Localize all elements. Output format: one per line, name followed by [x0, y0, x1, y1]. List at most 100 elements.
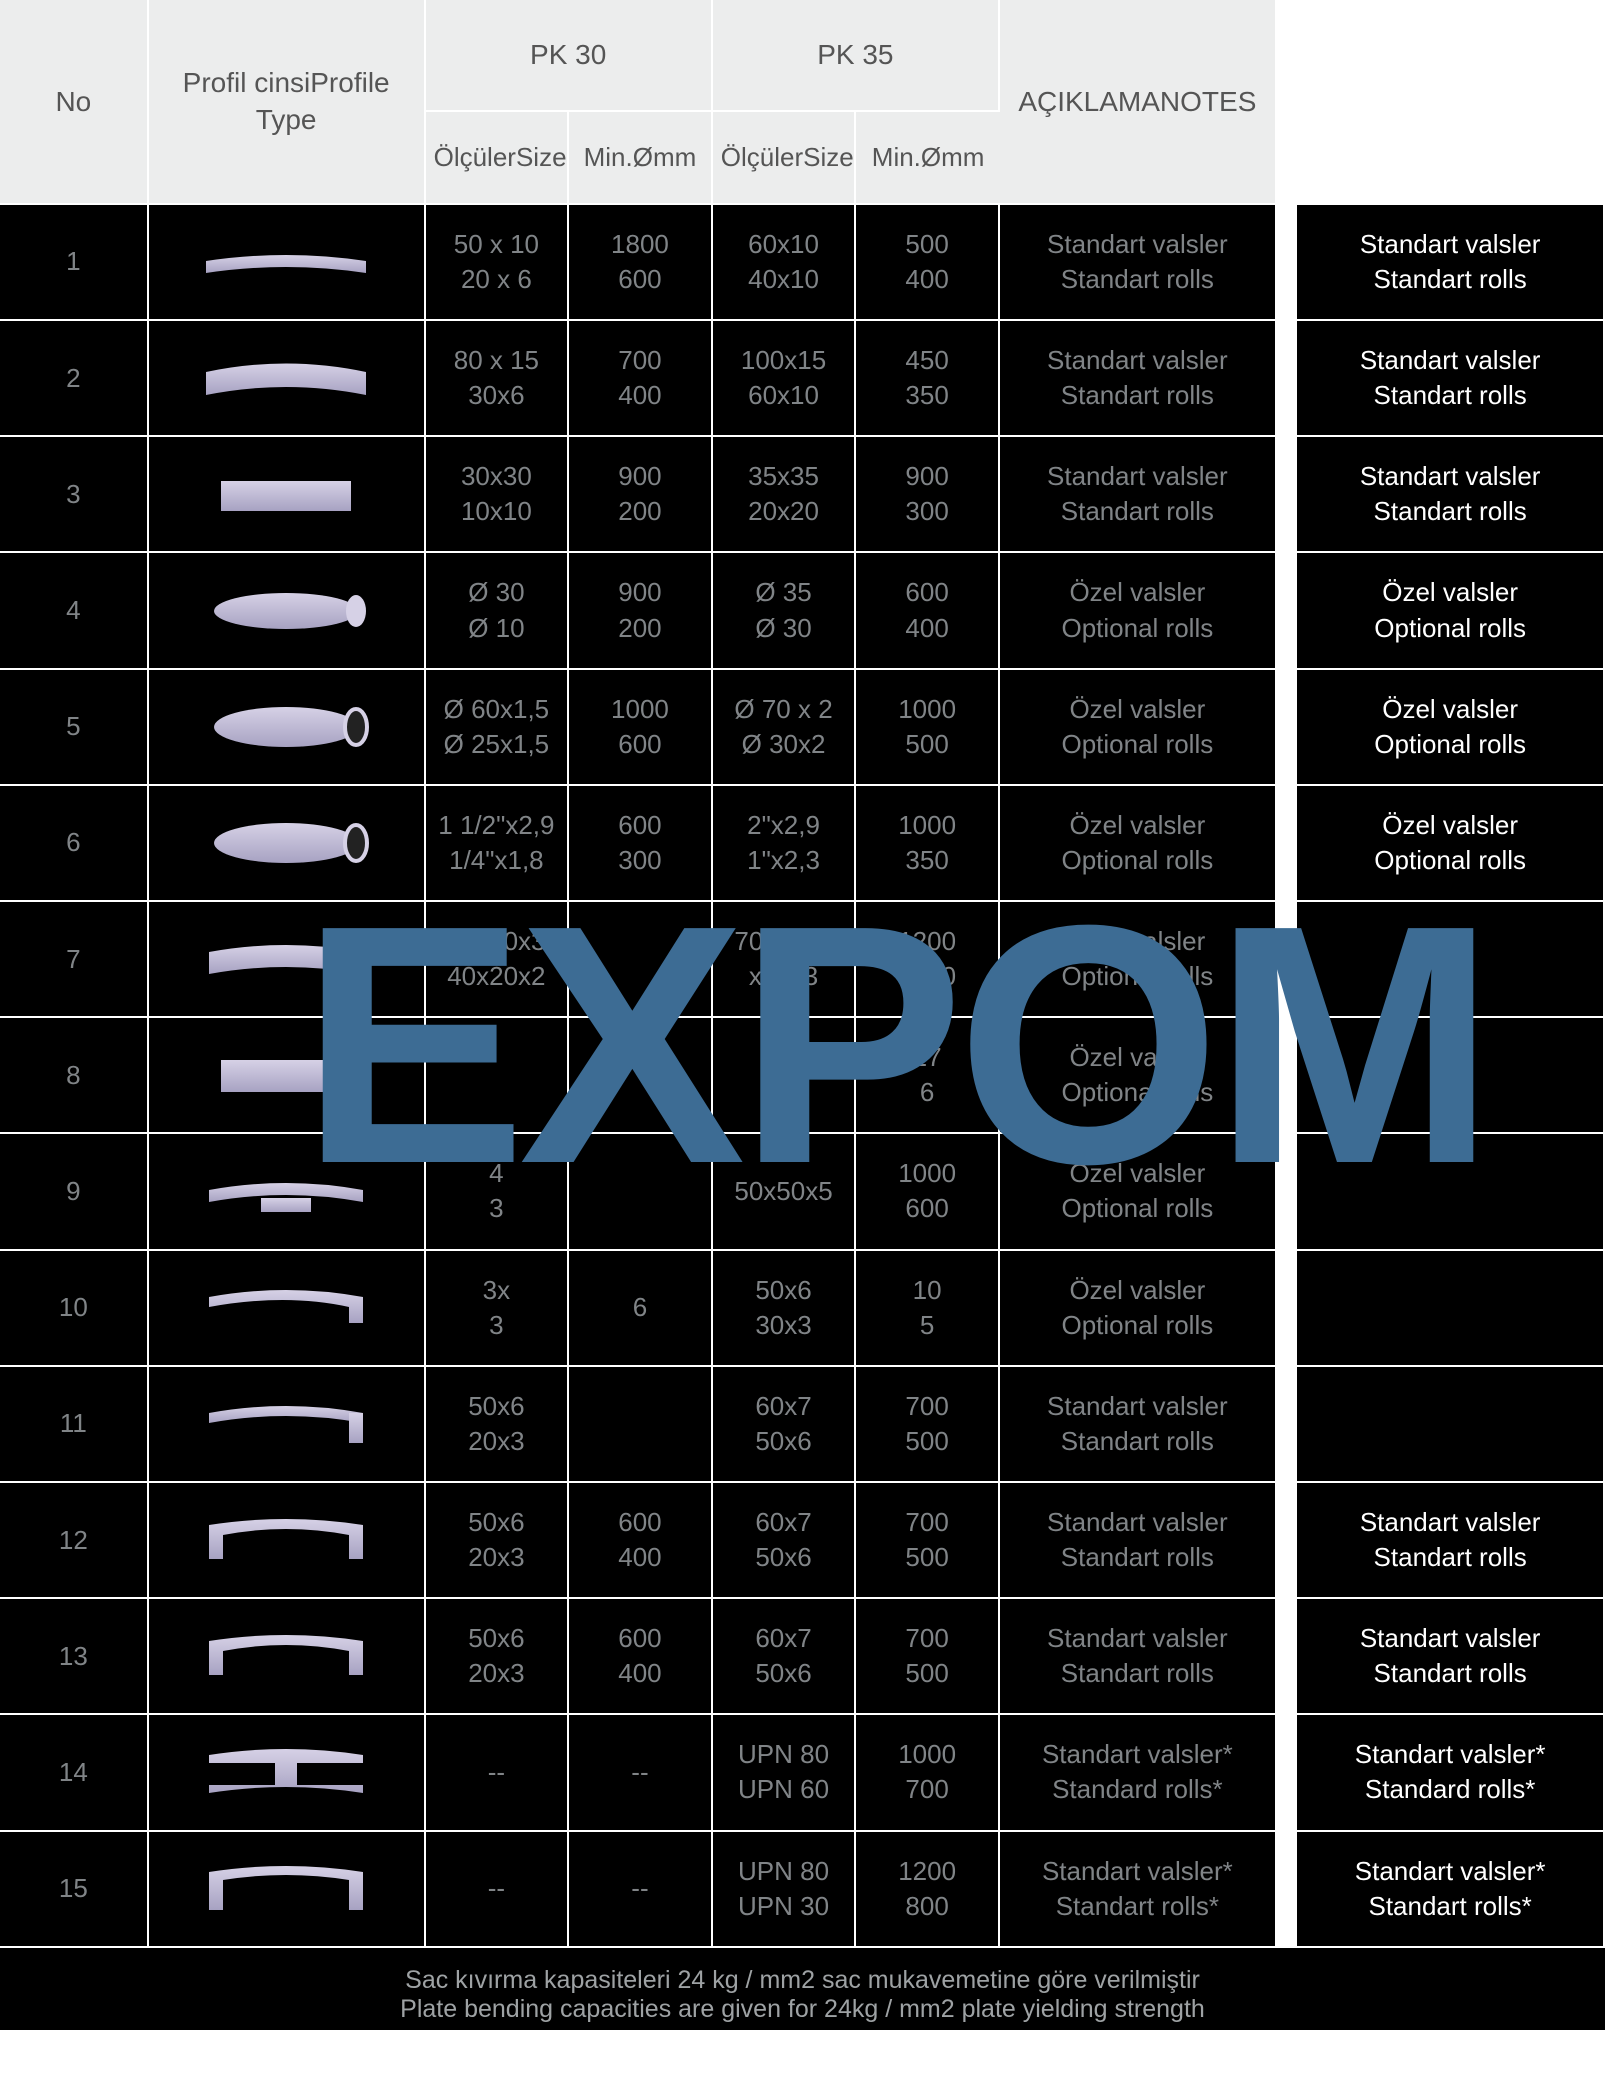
row-no: 9	[0, 1134, 149, 1250]
notes: Özel valslerOptional rolls	[1000, 1134, 1277, 1250]
notes: Özel valslerOptional rolls	[1000, 902, 1277, 1018]
header-pk35-min: Min.Ømm	[856, 112, 1000, 205]
gap	[1277, 1018, 1298, 1134]
pk30-size	[426, 1018, 570, 1134]
row-no: 6	[0, 786, 149, 902]
profile-shape	[149, 1134, 426, 1250]
row-no: 8	[0, 1018, 149, 1134]
row-no: 10	[0, 1251, 149, 1367]
row-no: 13	[0, 1599, 149, 1715]
pk35-min: 105	[856, 1251, 1000, 1367]
pk35-min: 500400	[856, 205, 1000, 321]
gap	[1277, 902, 1298, 1018]
profile-shape	[149, 553, 426, 669]
notes: Özel valslerOptional rolls	[1000, 553, 1277, 669]
notes: Özel valslerOptional rolls	[1000, 670, 1277, 786]
header-notes: AÇIKLAMANOTES	[1000, 0, 1277, 205]
table-row: 12 50x620x3 600400 60x750x6 700500 Stand…	[0, 1483, 1605, 1599]
gap	[1277, 1134, 1298, 1250]
pk35-min: 1200800	[856, 1832, 1000, 1948]
pk30-size: 1 1/2"x2,91/4"x1,8	[426, 786, 570, 902]
table-row: 5 Ø 60x1,5Ø 25x1,5 1000600 Ø 70 x 2Ø 30x…	[0, 670, 1605, 786]
side-notes: Standart valslerStandart rolls	[1297, 205, 1605, 321]
notes: Özel valslerOptional rolls	[1000, 786, 1277, 902]
pk35-min: 176	[856, 1018, 1000, 1134]
table-row: 9 43 50x50x5 1000600 Özel valslerOptiona…	[0, 1134, 1605, 1250]
side-notes	[1297, 1018, 1605, 1134]
footer: Sac kıvırma kapasiteleri 24 kg / mm2 sac…	[0, 1948, 1605, 2030]
row-no: 3	[0, 437, 149, 553]
pk30-min: 900200	[569, 437, 713, 553]
side-notes: Özel valslerOptional rolls	[1297, 670, 1605, 786]
profile-shape	[149, 1599, 426, 1715]
notes: Standart valslerStandart rolls	[1000, 1367, 1277, 1483]
notes: Standart valslerStandart rolls	[1000, 437, 1277, 553]
pk30-min: 1000600	[569, 670, 713, 786]
pk30-min	[569, 1367, 713, 1483]
pk35-min: 450350	[856, 321, 1000, 437]
pk35-size: Ø 70 x 2Ø 30x2	[713, 670, 857, 786]
header-pk35-size: ÖlçülerSize	[713, 112, 857, 205]
table-row: 14 -- -- UPN 80UPN 60 1000700 Standart v…	[0, 1715, 1605, 1831]
table-row: 7 50x30x340x20x2 70x30x2x40x3 12001200 Ö…	[0, 902, 1605, 1018]
pk35-min: 700500	[856, 1367, 1000, 1483]
gap	[1277, 1367, 1298, 1483]
pk35-size: 2"x2,91"x2,3	[713, 786, 857, 902]
side-notes: Özel valslerOptional rolls	[1297, 553, 1605, 669]
pk30-min: 1800600	[569, 205, 713, 321]
notes: Özel valslerOptional rolls	[1000, 1018, 1277, 1134]
pk30-min: 600300	[569, 786, 713, 902]
gap	[1277, 1715, 1298, 1831]
side-notes: Standart valslerStandart rolls	[1297, 437, 1605, 553]
pk30-size: 50x620x3	[426, 1367, 570, 1483]
pk30-size: --	[426, 1715, 570, 1831]
pk30-min: 900200	[569, 553, 713, 669]
header-no: No	[0, 0, 149, 205]
pk35-size: 35x3520x20	[713, 437, 857, 553]
profile-shape	[149, 321, 426, 437]
table-row: 8 xx3 176 Özel valslerOptional rolls	[0, 1018, 1605, 1134]
profile-shape	[149, 205, 426, 321]
row-no: 7	[0, 902, 149, 1018]
profile-shape	[149, 1367, 426, 1483]
pk35-size: 70x30x2x40x3	[713, 902, 857, 1018]
pk35-min: 1000500	[856, 670, 1000, 786]
pk30-min: 700400	[569, 321, 713, 437]
pk35-size: UPN 80UPN 60	[713, 1715, 857, 1831]
header-pk30: PK 30	[426, 0, 713, 112]
header-blank	[1277, 0, 1605, 205]
gap	[1277, 205, 1298, 321]
pk30-min: 600400	[569, 1599, 713, 1715]
pk35-min: 12001200	[856, 902, 1000, 1018]
row-no: 5	[0, 670, 149, 786]
pk30-min: 6	[569, 1251, 713, 1367]
side-notes: Standart valslerStandart rolls	[1297, 321, 1605, 437]
pk35-size: 60x1040x10	[713, 205, 857, 321]
profile-shape	[149, 670, 426, 786]
pk35-min: 1000350	[856, 786, 1000, 902]
pk30-min: --	[569, 1832, 713, 1948]
profile-shape	[149, 437, 426, 553]
profile-table: No Profil cinsiProfile Type PK 30 PK 35 …	[0, 0, 1605, 1948]
profile-shape	[149, 1715, 426, 1831]
side-notes	[1297, 1134, 1605, 1250]
row-no: 11	[0, 1367, 149, 1483]
pk30-size: 50x620x3	[426, 1483, 570, 1599]
pk30-size: 43	[426, 1134, 570, 1250]
notes: Standart valslerStandart rolls	[1000, 1599, 1277, 1715]
notes: Standart valsler*Standard rolls*	[1000, 1715, 1277, 1831]
notes: Standart valslerStandart rolls	[1000, 205, 1277, 321]
pk35-size: Ø 35Ø 30	[713, 553, 857, 669]
table-row: 3 30x3010x10 900200 35x3520x20 900300 St…	[0, 437, 1605, 553]
table-row: 11 50x620x3 60x750x6 700500 Standart val…	[0, 1367, 1605, 1483]
pk30-min	[569, 902, 713, 1018]
table-row: 6 1 1/2"x2,91/4"x1,8 600300 2"x2,91"x2,3…	[0, 786, 1605, 902]
row-no: 4	[0, 553, 149, 669]
pk35-size: 60x750x6	[713, 1599, 857, 1715]
header-pk30-min: Min.Ømm	[569, 112, 713, 205]
table-row: 4 Ø 30Ø 10 900200 Ø 35Ø 30 600400 Özel v…	[0, 553, 1605, 669]
side-notes: Standart valsler*Standard rolls*	[1297, 1715, 1605, 1831]
pk35-size: 50x630x3	[713, 1251, 857, 1367]
table-row: 2 80 x 1530x6 700400 100x1560x10 450350 …	[0, 321, 1605, 437]
notes: Standart valslerStandart rolls	[1000, 321, 1277, 437]
